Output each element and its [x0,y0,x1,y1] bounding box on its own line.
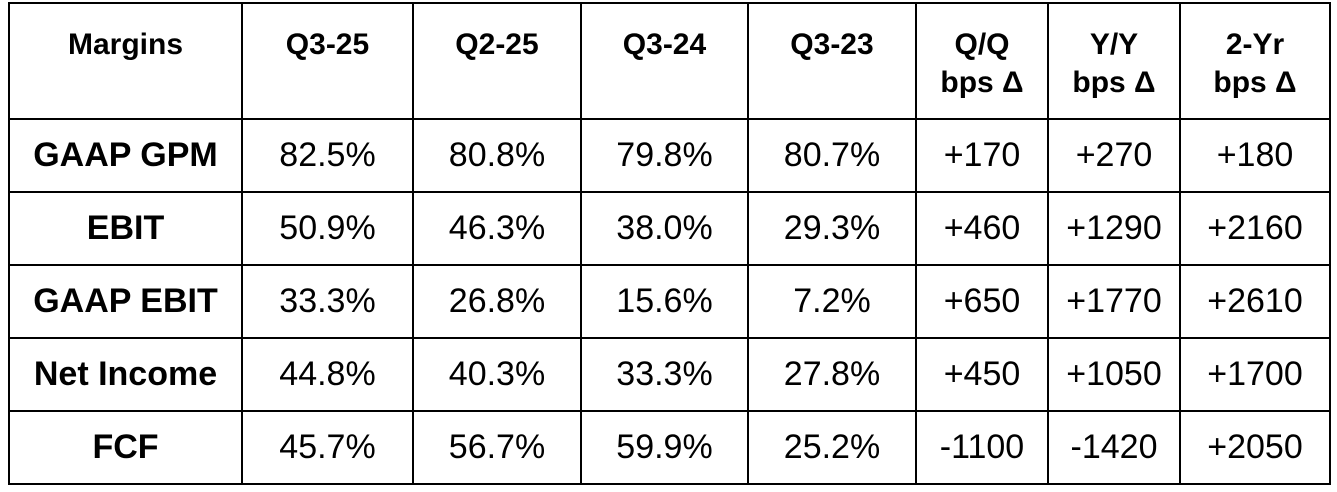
table-row: Net Income 44.8% 40.3% 33.3% 27.8% +450 +1050 +… [8,337,1331,412]
cell: 50.9% [241,191,414,266]
cell: +2160 [1179,191,1331,266]
cell: 25.2% [747,410,917,485]
header-cell: Q3-25 [241,2,414,120]
cell: 40.3% [412,337,582,412]
cell: -1100 [915,410,1049,485]
cell: 33.3% [580,337,749,412]
row-label: EBIT [8,191,243,266]
cell: +460 [915,191,1049,266]
table-body: GAAP GPM 82.5% 80.8% 79.8% 80.7% +170 +270 +180… [8,118,1331,485]
cell: 82.5% [241,118,414,193]
cell: +450 [915,337,1049,412]
header-cell: Q3-24 [580,2,749,120]
cell: 29.3% [747,191,917,266]
header-row: Margins Q3-25 Q2-25 Q3-24 Q3-23 Q/Q bps Δ Y/Y … [8,2,1331,120]
cell: 56.7% [412,410,582,485]
header-cell: 2-Yr bps Δ [1179,2,1331,120]
cell: +270 [1047,118,1181,193]
cell: 26.8% [412,264,582,339]
cell: +1770 [1047,264,1181,339]
cell: +1290 [1047,191,1181,266]
cell: 44.8% [241,337,414,412]
table-row: GAAP EBIT 33.3% 26.8% 15.6% 7.2% +650 +1770 +26… [8,264,1331,339]
row-label: GAAP EBIT [8,264,243,339]
cell: +650 [915,264,1049,339]
cell: 79.8% [580,118,749,193]
cell: -1420 [1047,410,1181,485]
cell: 46.3% [412,191,582,266]
cell: 80.8% [412,118,582,193]
cell: 59.9% [580,410,749,485]
header-cell: Q/Q bps Δ [915,2,1049,120]
cell: 80.7% [747,118,917,193]
cell: 15.6% [580,264,749,339]
header-cell: Q2-25 [412,2,582,120]
table-row: GAAP GPM 82.5% 80.8% 79.8% 80.7% +170 +270 +180 [8,118,1331,193]
cell: +2050 [1179,410,1331,485]
cell: 7.2% [747,264,917,339]
margins-table: Margins Q3-25 Q2-25 Q3-24 Q3-23 Q/Q bps Δ Y/Y … [8,2,1331,485]
cell: +180 [1179,118,1331,193]
cell: +2610 [1179,264,1331,339]
cell: 27.8% [747,337,917,412]
cell: +1700 [1179,337,1331,412]
cell: 33.3% [241,264,414,339]
row-label: FCF [8,410,243,485]
header-cell: Margins [8,2,243,120]
cell: 38.0% [580,191,749,266]
header-cell: Y/Y bps Δ [1047,2,1181,120]
cell: 45.7% [241,410,414,485]
table-row: EBIT 50.9% 46.3% 38.0% 29.3% +460 +1290 +2160 [8,191,1331,266]
cell: +1050 [1047,337,1181,412]
header-cell: Q3-23 [747,2,917,120]
row-label: GAAP GPM [8,118,243,193]
table-row: FCF 45.7% 56.7% 59.9% 25.2% -1100 -1420 +2050 [8,410,1331,485]
cell: +170 [915,118,1049,193]
row-label: Net Income [8,337,243,412]
